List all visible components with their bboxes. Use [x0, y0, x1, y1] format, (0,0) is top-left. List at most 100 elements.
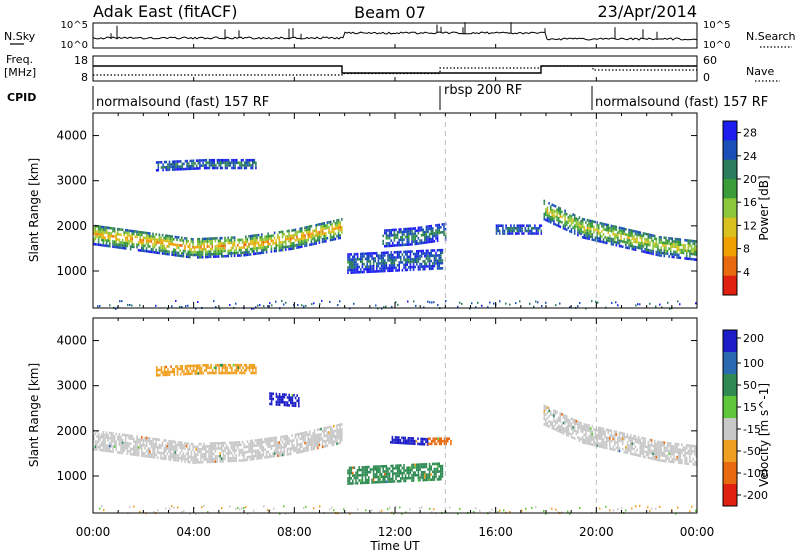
power-echo-cell — [679, 256, 682, 260]
velocity-echo-cell — [561, 426, 563, 429]
velocity-echo-cell — [320, 435, 322, 439]
power-echo-cell — [427, 254, 429, 258]
velocity-echo-cell — [293, 446, 295, 450]
power-echo-cell — [125, 236, 127, 240]
velocity-echo-cell — [283, 401, 286, 404]
colorbar-swatch — [723, 418, 737, 441]
power-echo-cell — [650, 249, 653, 253]
velocity-echo-cell — [264, 456, 266, 459]
power-echo-cell — [609, 234, 611, 238]
velocity-echo-cell — [200, 372, 203, 375]
power-echo-cell — [169, 242, 172, 246]
velocity-echo-cell — [325, 434, 327, 438]
power-echo-cell — [243, 253, 245, 257]
velocity-echo-cell — [649, 456, 651, 460]
velocity-echo-cell — [366, 465, 368, 469]
velocity-echo-cell — [267, 437, 269, 441]
velocity-echo-cell — [617, 449, 619, 452]
velocity-echo-cell — [559, 412, 562, 415]
velocity-echo-cell — [406, 476, 408, 480]
velocity-echo-cell — [329, 441, 332, 444]
velocity-echo-cell — [254, 439, 257, 442]
velocity-scatter-cell — [617, 508, 619, 511]
velocity-echo-cell — [586, 429, 589, 432]
velocity-echo-cell — [430, 465, 432, 468]
velocity-echo-cell — [269, 442, 271, 446]
velocity-echo-cell — [139, 446, 141, 449]
power-echo-cell — [419, 229, 421, 232]
power-echo-cell — [160, 166, 163, 169]
velocity-echo-cell — [559, 420, 562, 423]
velocity-echo-cell — [676, 445, 678, 449]
power-echo-cell — [205, 248, 207, 251]
power-echo-cell — [366, 267, 368, 271]
power-echo-cell — [374, 252, 376, 255]
velocity-echo-cell — [171, 455, 173, 459]
power-echo-cell — [207, 161, 209, 165]
velocity-echo-cell — [176, 456, 178, 460]
power-echo-cell — [562, 224, 565, 227]
velocity-echo-cell — [105, 431, 108, 434]
power-echo-cell — [150, 237, 153, 241]
velocity-echo-cell — [187, 442, 189, 445]
velocity-echo-cell — [655, 447, 658, 451]
velocity-echo-cell — [281, 451, 284, 454]
power-echo-cell — [612, 240, 614, 244]
power-echo-cell — [395, 269, 397, 272]
velocity-echo-cell — [112, 437, 114, 440]
power-echo-cell — [618, 226, 621, 230]
power-echo-cell — [396, 241, 399, 244]
power-echo-cell — [254, 252, 257, 255]
velocity-echo-cell — [435, 462, 437, 466]
power-echo-cell — [104, 228, 106, 232]
power-echo-cell — [530, 227, 533, 230]
velocity-echo-cell — [305, 431, 308, 434]
power-echo-cell — [265, 235, 268, 238]
power-echo-cell — [398, 250, 400, 254]
velocity-scatter-cell — [491, 508, 493, 511]
velocity-echo-cell — [392, 472, 394, 475]
velocity-echo-cell — [609, 429, 611, 432]
velocity-echo-cell — [109, 449, 111, 453]
power-echo-cell — [126, 244, 129, 248]
power-echo-cell — [681, 243, 683, 247]
velocity-echo-cell — [348, 466, 351, 470]
power-echo-cell — [97, 233, 100, 236]
velocity-echo-cell — [663, 454, 666, 457]
velocity-echo-cell — [253, 449, 255, 453]
power-echo-cell — [141, 241, 143, 245]
power-echo-cell — [121, 238, 124, 242]
velocity-echo-cell — [307, 443, 309, 447]
velocity-echo-cell — [214, 442, 217, 445]
power-echo-cell — [422, 249, 424, 253]
velocity-echo-cell — [396, 474, 399, 478]
velocity-echo-cell — [230, 459, 233, 463]
velocity-echo-cell — [313, 447, 316, 450]
power-echo-cell — [245, 161, 248, 165]
colorbar-tick-label: 8 — [743, 243, 750, 256]
power-echo-cell — [580, 230, 582, 233]
velocity-echo-cell — [551, 413, 554, 417]
power-echo-cell — [591, 225, 594, 228]
power-scatter-cell — [635, 304, 637, 307]
velocity-echo-cell — [420, 471, 423, 474]
velocity-echo-cell — [591, 432, 594, 436]
power-echo-cell — [398, 238, 400, 242]
velocity-echo-cell — [277, 449, 279, 452]
power-echo-cell — [414, 227, 416, 230]
power-echo-cell — [285, 237, 287, 241]
velocity-echo-cell — [281, 435, 284, 439]
power-echo-cell — [267, 235, 269, 238]
power-echo-cell — [155, 233, 157, 236]
power-echo-cell — [285, 240, 287, 244]
velocity-echo-cell — [315, 434, 317, 437]
velocity-echo-cell — [102, 441, 105, 444]
power-echo-cell — [361, 263, 364, 266]
velocity-echo-cell — [337, 429, 340, 432]
velocity-echo-cell — [208, 366, 211, 370]
power-echo-cell — [213, 252, 215, 256]
velocity-echo-cell — [94, 432, 97, 435]
power-echo-cell — [141, 238, 143, 242]
power-echo-cell — [388, 259, 391, 262]
velocity-echo-cell — [193, 456, 196, 459]
